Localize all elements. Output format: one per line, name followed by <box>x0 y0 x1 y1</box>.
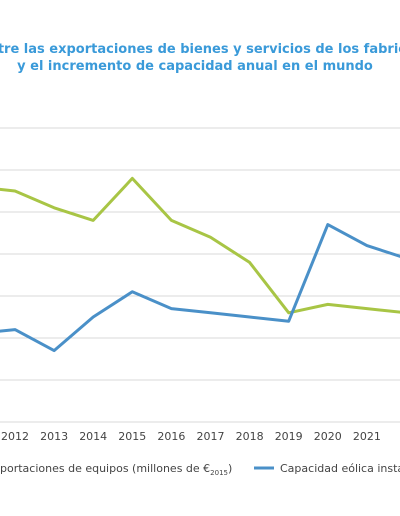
x-tick-label: 2015 <box>118 430 146 443</box>
legend-label-series-1: portaciones de equipos (millones de €201… <box>0 462 232 477</box>
chart-title-line-2: y el incremento de capacidad anual en el… <box>17 59 373 74</box>
x-tick-label: 2013 <box>40 430 68 443</box>
x-axis-ticks: 2012 2013 2014 2015 2016 2017 2018 2019 2020 2021… <box>1 430 381 443</box>
gridlines <box>0 127 400 423</box>
x-tick-label: 2018 <box>236 430 264 443</box>
x-tick-label: 2021 <box>353 430 381 443</box>
x-tick-label: 2012 <box>1 430 29 443</box>
chart-title-line-1: entre las exportaciones de bienes y serv… <box>0 42 400 57</box>
x-tick-label: 2020 <box>314 430 342 443</box>
x-tick-label: 2017 <box>197 430 225 443</box>
series-lines <box>0 176 400 353</box>
series-line-1 <box>0 176 400 315</box>
x-tick-label: 2014 <box>79 430 107 443</box>
x-tick-label: 2019 <box>275 430 303 443</box>
legend: portaciones de equipos (millones de €201… <box>0 462 400 477</box>
x-tick-label: 2016 <box>157 430 185 443</box>
legend-label-series-2: Capacidad eólica instal <box>280 462 400 475</box>
series-line-2 <box>0 223 400 353</box>
